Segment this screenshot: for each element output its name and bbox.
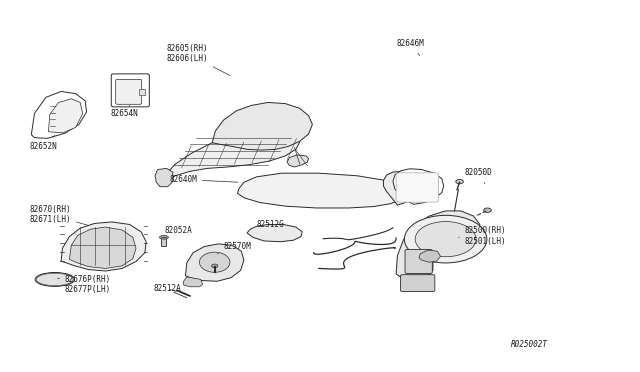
Polygon shape	[383, 171, 427, 205]
Ellipse shape	[35, 272, 74, 286]
Bar	[161, 238, 166, 247]
Text: 82500(RH)
82501(LH): 82500(RH) 82501(LH)	[458, 226, 506, 246]
FancyBboxPatch shape	[396, 173, 438, 202]
FancyBboxPatch shape	[405, 249, 432, 273]
Polygon shape	[61, 222, 146, 271]
Text: 82640M: 82640M	[169, 175, 238, 184]
Polygon shape	[287, 155, 308, 167]
Text: 82050D: 82050D	[465, 169, 492, 184]
FancyBboxPatch shape	[116, 79, 141, 104]
Text: 82670(RH)
82671(LH): 82670(RH) 82671(LH)	[29, 205, 89, 225]
Text: 82512A: 82512A	[154, 284, 182, 293]
Circle shape	[404, 215, 487, 263]
Circle shape	[484, 208, 492, 212]
Ellipse shape	[211, 264, 218, 268]
Polygon shape	[69, 227, 136, 269]
Circle shape	[415, 222, 476, 257]
Text: 82676P(RH)
82677P(LH): 82676P(RH) 82677P(LH)	[58, 275, 111, 294]
Polygon shape	[49, 99, 83, 133]
Polygon shape	[160, 129, 300, 187]
FancyBboxPatch shape	[401, 275, 435, 292]
Text: 82652N: 82652N	[29, 135, 57, 151]
Polygon shape	[237, 173, 408, 208]
Polygon shape	[155, 169, 173, 187]
Text: 82654N: 82654N	[111, 105, 138, 118]
Text: 82052A: 82052A	[164, 225, 192, 238]
Polygon shape	[419, 250, 440, 262]
Polygon shape	[212, 102, 312, 150]
Polygon shape	[31, 92, 86, 138]
Ellipse shape	[159, 235, 168, 239]
Text: 82512G: 82512G	[257, 220, 284, 229]
Polygon shape	[396, 211, 480, 281]
Text: R025002T: R025002T	[511, 340, 548, 349]
Text: 82646M: 82646M	[396, 39, 424, 55]
Text: 82570M: 82570M	[217, 242, 252, 254]
Bar	[138, 89, 145, 95]
Ellipse shape	[200, 252, 230, 272]
Polygon shape	[184, 277, 203, 287]
Polygon shape	[247, 224, 302, 242]
Ellipse shape	[36, 273, 73, 286]
Circle shape	[456, 179, 463, 184]
FancyBboxPatch shape	[111, 74, 149, 107]
Polygon shape	[393, 169, 444, 204]
Polygon shape	[186, 244, 244, 281]
Text: 82605(RH)
82606(LH): 82605(RH) 82606(LH)	[166, 44, 230, 76]
